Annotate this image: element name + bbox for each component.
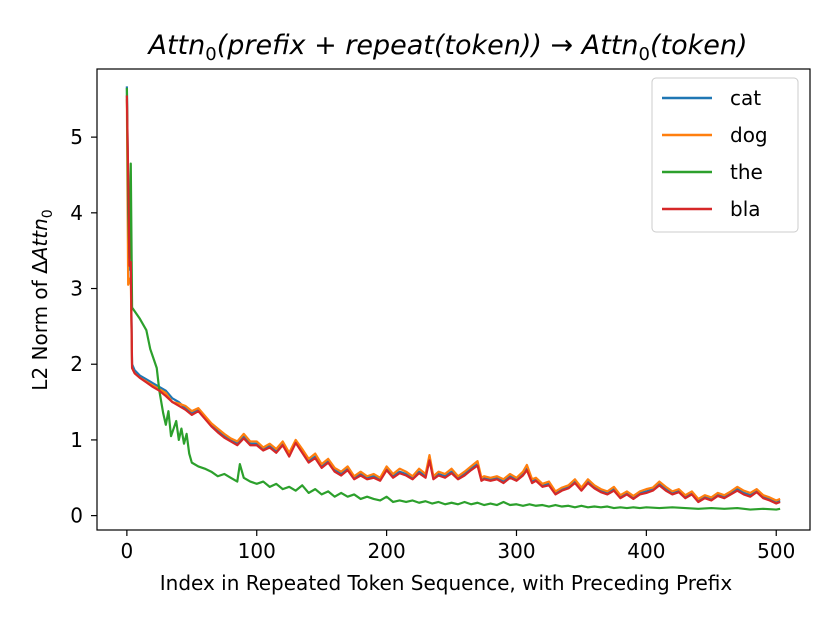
y-tick-label: 2 (70, 352, 83, 376)
y-tick-label: 3 (70, 277, 83, 301)
x-axis-label: Index in Repeated Token Sequence, with P… (160, 571, 733, 595)
legend-box (651, 77, 799, 233)
legend-label-bla: bla (730, 197, 761, 221)
series-lines (125, 86, 781, 511)
x-tick-label: 400 (627, 539, 665, 563)
series-line-bla (125, 95, 781, 505)
chart-title: Attn0(prefix + repeat(token)) → Attn0(to… (146, 30, 747, 65)
legend: cat dog the bla (651, 77, 799, 233)
series-line-the (125, 87, 781, 511)
x-tick-label: 0 (121, 539, 134, 563)
series-line-dog (125, 99, 781, 502)
axis-ticks: 0 100 200 300 400 500 0 1 2 3 4 5 (70, 125, 795, 563)
legend-label-dog: dog (730, 123, 768, 147)
x-tick-label: 500 (757, 539, 795, 563)
x-tick-label: 100 (238, 539, 276, 563)
y-tick-label: 0 (70, 504, 83, 528)
y-tick-label: 1 (70, 428, 83, 452)
legend-label-cat: cat (730, 86, 761, 110)
y-tick-label: 4 (70, 201, 83, 225)
legend-label-the: the (730, 160, 763, 184)
x-tick-label: 200 (368, 539, 406, 563)
y-tick-label: 5 (70, 125, 83, 149)
series-line-cat (125, 86, 781, 504)
plot-area (96, 68, 811, 531)
x-tick-label: 300 (497, 539, 535, 563)
y-axis-label: L2 Norm of ΔAttn0 (28, 209, 56, 390)
